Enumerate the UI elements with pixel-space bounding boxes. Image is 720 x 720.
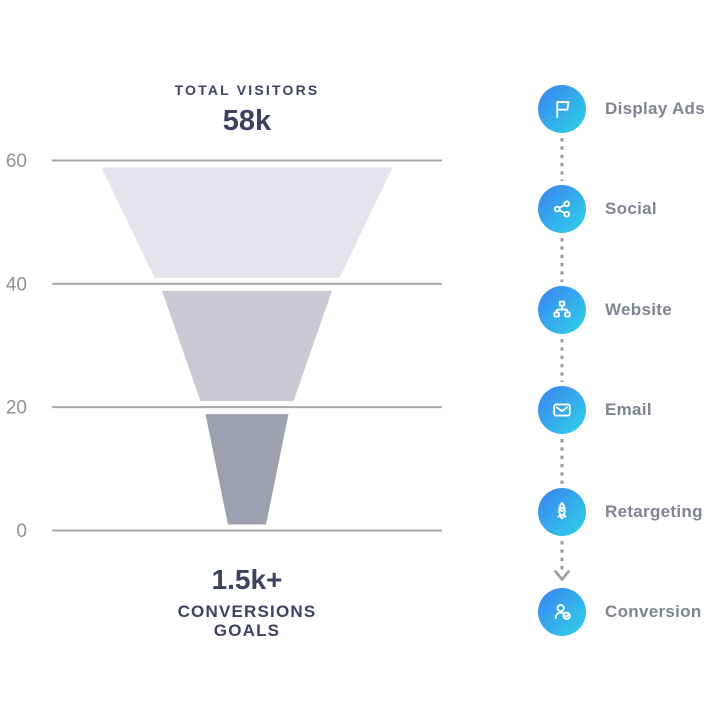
funnel-stage (162, 290, 332, 402)
y-tick-label: 20 (6, 398, 27, 419)
share-icon (538, 185, 586, 233)
conversions-label: CONVERSIONS GOALS (27, 602, 467, 640)
channel-item-email: Email (538, 386, 652, 434)
y-tick-label: 0 (16, 521, 27, 542)
person-check-icon (538, 588, 586, 636)
total-visitors-value: 58k (222, 105, 272, 137)
rocket-icon (538, 488, 586, 536)
channel-item-display-ads: Display Ads (538, 85, 705, 133)
conversions-label-line1: CONVERSIONS (177, 602, 317, 621)
channel-label: Email (605, 400, 652, 419)
funnel-stage (205, 414, 289, 525)
channel-label: Social (605, 199, 657, 218)
channel-item-conversion: Conversion (538, 588, 702, 636)
channel-label: Conversion (605, 602, 702, 621)
funnel-plot: 60 40 20 0 (6, 151, 442, 542)
channel-label: Retargeting (605, 502, 703, 521)
channel-item-social: Social (538, 185, 657, 233)
channel-label: Display Ads (605, 99, 705, 118)
channel-label: Website (605, 300, 672, 319)
flag-icon (538, 85, 586, 133)
y-tick-label: 40 (6, 274, 27, 295)
envelope-icon (538, 386, 586, 434)
conversions-value: 1.5k+ (211, 564, 283, 595)
channel-item-retargeting: Retargeting (538, 488, 703, 536)
conversions-label-line2: GOALS (213, 621, 281, 640)
funnel-stage (101, 167, 393, 278)
y-tick-label: 60 (6, 151, 27, 172)
channel-item-website: Website (538, 286, 672, 334)
total-visitors-label: TOTAL VISITORS (174, 82, 320, 98)
sitemap-icon (538, 286, 586, 334)
arrow-down-icon (554, 570, 570, 581)
